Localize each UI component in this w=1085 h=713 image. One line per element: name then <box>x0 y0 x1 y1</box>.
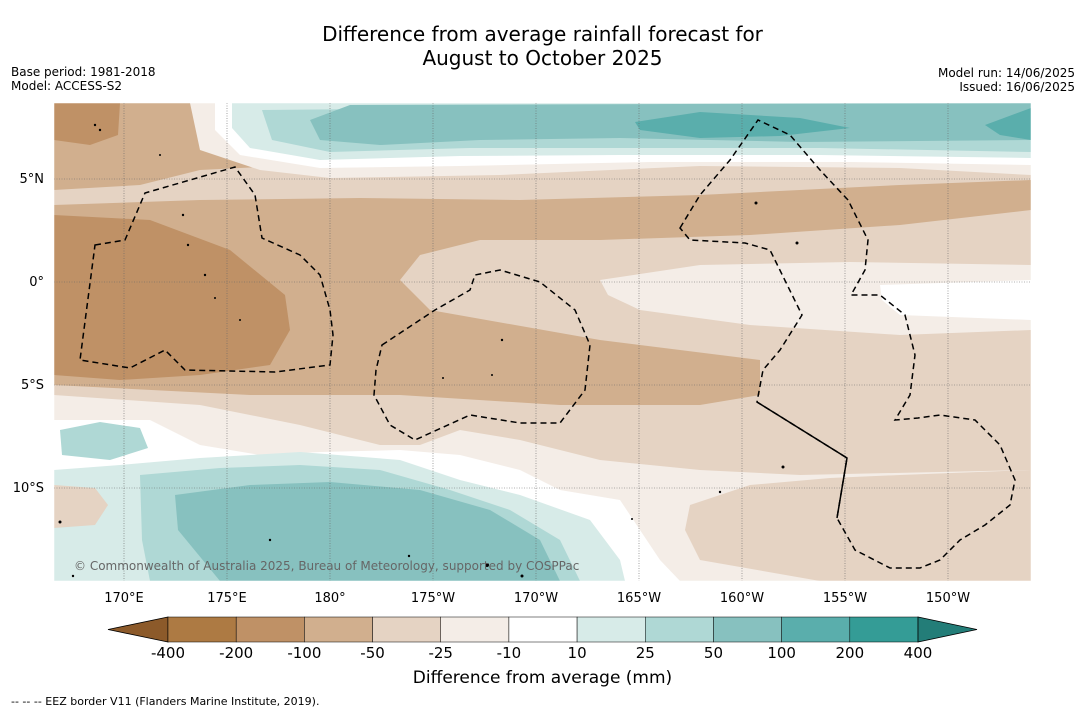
colorbar-arrow-right <box>917 616 978 643</box>
colorbar-tick-label: -200 <box>219 644 253 662</box>
map-title: Difference from average rainfall forecas… <box>0 22 1085 70</box>
island-dot <box>186 243 190 247</box>
central-dry-belt <box>54 180 1031 405</box>
lat-label: 10°S <box>13 481 44 496</box>
title-line-2: August to October 2025 <box>422 46 663 70</box>
colorbar-swatch <box>167 616 237 643</box>
eez-footnote: -- -- -- EEZ border V11 (Flanders Marine… <box>11 695 320 708</box>
colorbar-swatch <box>849 616 919 643</box>
island-dot <box>442 377 444 379</box>
colorbar-swatch <box>508 616 578 643</box>
island-dot <box>181 213 185 217</box>
title-line-1: Difference from average rainfall forecas… <box>322 22 763 46</box>
west-wet-patch <box>60 422 148 460</box>
colorbar-swatch <box>304 616 373 643</box>
island-dot <box>718 490 722 494</box>
colorbar-swatch <box>576 616 646 643</box>
lon-label: 170°W <box>514 591 558 606</box>
meta-left: Base period: 1981-2018 Model: ACCESS-S2 <box>11 65 156 93</box>
island-dot <box>500 338 504 342</box>
colorbar-label: Difference from average (mm) <box>412 668 673 688</box>
lon-label: 180° <box>314 591 345 606</box>
island-dot <box>239 319 241 321</box>
north-dry-core <box>54 103 120 145</box>
island-dot <box>58 520 62 524</box>
eez-borders <box>79 119 1016 569</box>
lon-label: 150°W <box>926 591 970 606</box>
colorbar-arrow-left <box>107 616 169 643</box>
colorbar-tick-label: 400 <box>904 644 933 662</box>
issued-text: Issued: 16/06/2025 <box>959 80 1075 94</box>
se-light-tan <box>685 470 1031 581</box>
graticule <box>54 103 1031 581</box>
south-wet-3 <box>175 482 560 581</box>
colorbar-tick-label: -400 <box>151 644 185 662</box>
island-dot <box>754 201 758 205</box>
meta-right: Model run: 14/06/2025 Issued: 16/06/2025 <box>938 66 1075 94</box>
colorbar-tick-label: 50 <box>704 644 723 662</box>
copyright-text: © Commonwealth of Australia 2025, Bureau… <box>74 559 579 573</box>
eez-east <box>679 119 1016 569</box>
colorbar-swatch <box>713 616 782 643</box>
island-dot <box>781 465 785 469</box>
islands <box>58 123 799 578</box>
ne-wet-core-2 <box>985 108 1031 140</box>
lon-label: 155°W <box>823 591 867 606</box>
colorbar-tick-label: -50 <box>360 644 385 662</box>
map-frame <box>53 102 1032 582</box>
island-dot <box>795 241 799 245</box>
lon-label: 165°W <box>617 591 661 606</box>
island-dot <box>214 297 216 299</box>
island-dot <box>93 123 97 127</box>
lat-label: 5°S <box>21 378 44 393</box>
colorbar-swatch <box>235 616 305 643</box>
west-dry-core <box>54 215 290 380</box>
colorbar-tick-label: 200 <box>835 644 864 662</box>
eez-solid-border <box>756 401 848 519</box>
colorbar-ticks: -400 -200 -100 -50 -25 -10 10 25 50 100 200 400 <box>151 644 932 662</box>
lat-label: 0° <box>29 275 44 290</box>
colorbar-tick-label: 25 <box>636 644 655 662</box>
island-dot <box>71 574 75 578</box>
colorbar-swatch <box>372 616 441 643</box>
island-dot <box>491 374 493 376</box>
base-period-text: Base period: 1981-2018 <box>11 65 156 79</box>
colorbar-tick-label: -10 <box>497 644 522 662</box>
colorbar-swatch <box>645 616 714 643</box>
island-dot <box>98 128 102 132</box>
lon-label: 175°E <box>207 591 247 606</box>
model-run-text: Model run: 14/06/2025 <box>937 66 1075 80</box>
eez-west <box>79 166 334 373</box>
model-text: Model: ACCESS-S2 <box>11 79 123 93</box>
colorbar <box>107 616 978 643</box>
lon-label: 175°W <box>411 591 455 606</box>
lon-labels: 170°E 175°E 180° 175°W 170°W 165°W 160°W… <box>104 591 970 606</box>
east-light-band <box>600 262 1031 335</box>
colorbar-swatch <box>440 616 510 643</box>
island-dot <box>520 574 524 578</box>
colorbar-swatch <box>781 616 851 643</box>
island-dot <box>159 154 161 156</box>
colorbar-tick-label: 100 <box>767 644 796 662</box>
map-field <box>54 103 1031 581</box>
island-dot <box>407 554 411 558</box>
lon-label: 160°W <box>720 591 764 606</box>
sw-light-patch <box>54 485 108 528</box>
colorbar-tick-label: -25 <box>428 644 453 662</box>
island-dot <box>485 563 489 567</box>
colorbar-tick-label: 10 <box>568 644 587 662</box>
lon-label: 170°E <box>104 591 144 606</box>
eez-central <box>373 269 591 441</box>
island-dot <box>203 273 207 277</box>
lat-label: 5°N <box>20 172 45 187</box>
ne-wet-core-1 <box>635 112 850 138</box>
colorbar-tick-label: -100 <box>287 644 321 662</box>
island-dot <box>268 538 272 542</box>
eez-solid-segment <box>756 401 848 519</box>
island-dot <box>631 518 633 520</box>
lat-labels: 5°N 0° 5°S 10°S <box>13 172 44 496</box>
east-neutral-patch <box>880 280 1031 320</box>
